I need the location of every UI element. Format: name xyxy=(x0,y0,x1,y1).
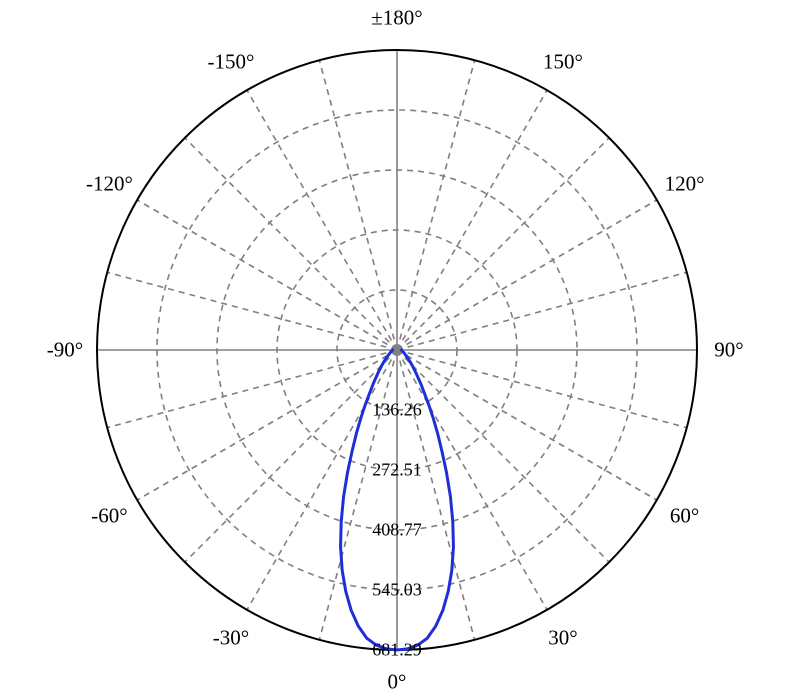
angle-label: -90° xyxy=(47,338,83,363)
angle-label: -60° xyxy=(91,504,127,529)
radial-tick-label: 545.03 xyxy=(372,580,422,601)
angle-label: 60° xyxy=(670,504,699,529)
angle-label: 30° xyxy=(548,625,577,650)
radial-tick-label: 408.77 xyxy=(372,520,422,541)
radial-tick-label: 681.29 xyxy=(372,640,422,661)
angle-label: ±180° xyxy=(371,6,422,31)
polar-chart: ±180° 150° 120° 90° 60° 30° 0° -30° -60° -90° -120… xyxy=(0,0,786,700)
angle-label: 0° xyxy=(388,670,407,695)
angle-label: -30° xyxy=(213,625,249,650)
angle-label: -120° xyxy=(86,172,133,197)
angle-label: -150° xyxy=(208,50,255,75)
radial-tick-label: 272.51 xyxy=(372,460,422,481)
angle-label: 90° xyxy=(714,338,743,363)
angle-label: 120° xyxy=(665,172,705,197)
angle-label: 150° xyxy=(543,50,583,75)
radial-tick-label: 136.26 xyxy=(372,400,422,421)
